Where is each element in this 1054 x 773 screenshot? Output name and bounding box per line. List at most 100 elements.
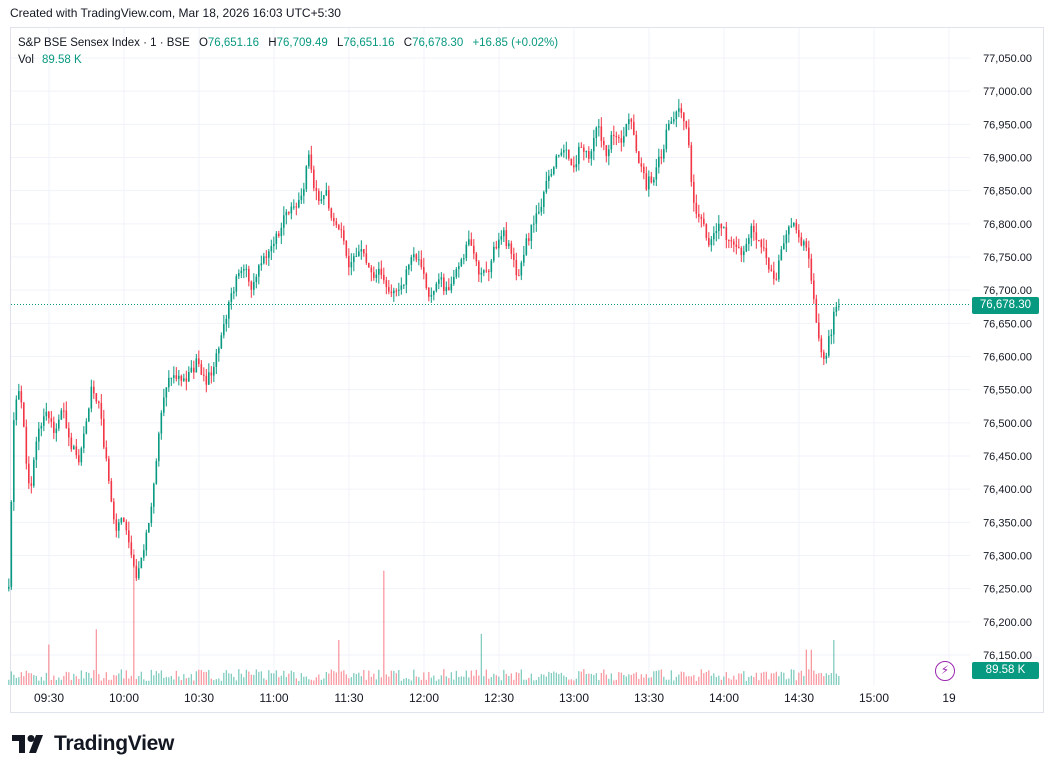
volume-bar	[303, 676, 305, 685]
candle-body	[430, 294, 433, 297]
volume-bar	[570, 679, 572, 685]
candle-body	[828, 336, 830, 356]
lightning-icon[interactable]: ⚡	[935, 661, 955, 681]
volume-bar	[50, 679, 52, 685]
candle-body	[285, 211, 288, 216]
y-tick-label: 76,150.00	[983, 650, 1032, 662]
candle-body	[630, 119, 633, 122]
candle-body	[185, 378, 188, 382]
volume-bar	[833, 639, 835, 685]
candle-body	[793, 222, 795, 226]
volume-bar	[98, 674, 100, 685]
volume-bar	[508, 676, 510, 685]
candle-body	[25, 426, 28, 464]
y-tick-label: 76,650.00	[983, 318, 1032, 330]
volume-bar	[615, 679, 617, 685]
volume-bar	[410, 680, 412, 685]
candle-body	[95, 393, 98, 402]
volume-bar	[40, 676, 42, 685]
volume-bar	[398, 669, 400, 685]
volume-bar	[668, 679, 670, 685]
volume-bar	[588, 673, 590, 685]
volume-bar	[640, 674, 642, 685]
candle-body	[480, 272, 483, 275]
volume-bar	[278, 677, 280, 685]
x-tick-label: 10:00	[109, 691, 139, 705]
candle-body	[795, 222, 798, 231]
candle-body	[718, 223, 720, 232]
legend-ohlc-row[interactable]: S&P BSE Sensex Index · 1 · BSE O76,651.1…	[18, 35, 558, 52]
candle-body	[783, 243, 785, 250]
candle-body	[163, 397, 165, 413]
volume-bar	[305, 676, 307, 685]
candle-body	[165, 387, 168, 398]
volume-bar	[115, 675, 117, 685]
volume-bar	[448, 678, 450, 685]
candle-body	[528, 238, 530, 241]
volume-bar	[430, 677, 432, 685]
candle-body	[598, 126, 600, 128]
volume-bar	[830, 673, 832, 685]
candle-body	[463, 258, 465, 260]
candle-body	[175, 375, 178, 379]
candle-body	[748, 238, 750, 244]
volume-bar	[128, 678, 130, 685]
volume-bar	[193, 680, 195, 685]
x-tick-label: 15:00	[859, 691, 889, 705]
candle-body	[465, 244, 468, 259]
volume-bar	[780, 671, 782, 685]
candle-body	[83, 433, 85, 449]
candle-body	[218, 348, 220, 354]
candle-body	[525, 238, 528, 255]
volume-bar	[335, 672, 337, 685]
volume-bar	[15, 677, 17, 685]
volume-bar	[783, 672, 785, 685]
candle-body	[180, 375, 183, 381]
volume-bar	[575, 678, 577, 685]
candle-body	[13, 420, 15, 502]
candle-body	[780, 249, 783, 261]
legend-volume-row[interactable]: Vol 89.58 K	[18, 52, 558, 69]
volume-bar	[365, 679, 367, 685]
volume-bar	[73, 673, 75, 685]
candle-body	[120, 517, 123, 523]
volume-tag: 89.58 K	[972, 662, 1039, 679]
candle-body	[715, 231, 718, 234]
volume-bar	[763, 671, 765, 685]
candle-body	[253, 281, 255, 290]
legend-symbol[interactable]: S&P BSE Sensex Index · 1 · BSE	[18, 37, 190, 49]
candle-body	[53, 421, 55, 434]
volume-bar	[698, 676, 700, 685]
volume-bar	[45, 672, 47, 685]
candle-body	[625, 123, 628, 137]
volume-bar	[658, 670, 660, 685]
candle-body	[215, 353, 218, 367]
candle-body	[743, 251, 745, 256]
candle-body	[153, 483, 155, 507]
volume-bar	[718, 675, 720, 685]
volume-bar	[693, 675, 695, 685]
candle-body	[383, 274, 385, 281]
volume-bar	[505, 673, 507, 685]
candle-body	[208, 372, 210, 385]
volume-bar	[125, 670, 127, 685]
candle-body	[450, 283, 453, 291]
candle-body	[90, 386, 93, 409]
candle-body	[345, 240, 348, 256]
candle-body	[763, 247, 765, 249]
volume-bar	[228, 673, 230, 685]
volume-bar	[748, 677, 750, 685]
volume-bar	[290, 670, 292, 685]
candle-body	[438, 279, 440, 284]
candle-body	[475, 253, 478, 262]
candle-body	[620, 138, 623, 143]
tradingview-logo[interactable]: TradingView	[12, 731, 174, 757]
candle-body	[38, 428, 40, 442]
chart-frame[interactable]	[10, 27, 1044, 713]
candle-body	[30, 483, 33, 486]
candle-body	[328, 190, 330, 209]
volume-bar	[785, 679, 787, 685]
candle-body	[168, 377, 170, 388]
volume-bar	[835, 673, 837, 685]
